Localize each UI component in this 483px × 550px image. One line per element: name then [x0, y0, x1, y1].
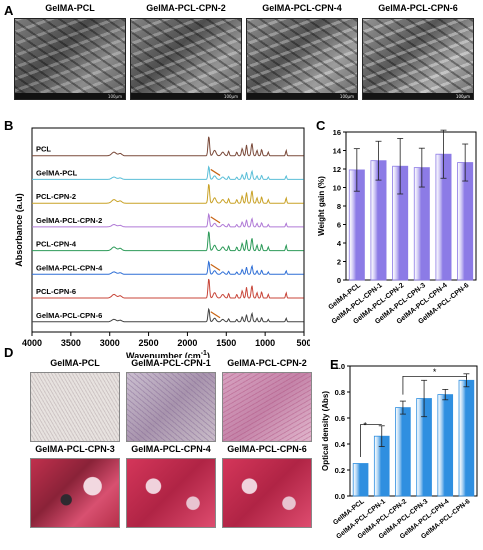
spectrum-label: GelMA-PCL-CPN-4 [36, 263, 103, 272]
spectrum-line [32, 231, 304, 252]
spectrum-line [32, 184, 304, 204]
stain-image [30, 458, 120, 528]
stain-image [222, 372, 312, 442]
y-tick-label: 16 [333, 128, 341, 137]
sem-info-bar: 100µm [131, 93, 241, 99]
spectrum-line [32, 212, 304, 228]
y-tick-label: 4 [337, 239, 342, 248]
stain-image-title: GelMA-PCL-CPN-2 [227, 358, 307, 368]
stain-image [222, 458, 312, 528]
y-tick-label: 12 [333, 165, 341, 174]
y-tick-label: 1.0 [335, 362, 345, 371]
bar [395, 407, 411, 497]
y-tick-label: 0.2 [335, 466, 345, 475]
y-tick-label: 0.6 [335, 414, 345, 423]
spectrum-label: GelMA-PCL [36, 168, 78, 177]
sem-image-title: GelMA-PCL-CPN-6 [378, 3, 458, 13]
x-tick-label: 2500 [139, 338, 159, 348]
stain-image-title: GelMA-PCL [50, 358, 100, 368]
y-axis-label: Weight gain (%) [317, 176, 326, 236]
y-tick-label: 0 [337, 276, 341, 285]
sem-image: 100µm [130, 18, 242, 100]
stain-image [126, 372, 216, 442]
scale-bar-label: 100µm [107, 94, 122, 99]
y-tick-label: 2 [337, 258, 341, 267]
y-tick-label: 0.4 [335, 440, 346, 449]
scale-bar-label: 100µm [339, 94, 354, 99]
y-tick-label: 14 [333, 147, 342, 156]
peak-arrow [210, 216, 221, 224]
panel-e-label: E [330, 357, 339, 372]
sem-image: 100µm [14, 18, 126, 100]
y-tick-label: 8 [337, 202, 341, 211]
panel-b-label: B [4, 118, 14, 133]
stain-image [126, 458, 216, 528]
spectrum-label: GelMA-PCL-CPN-6 [36, 311, 102, 320]
panel-c-label: C [316, 118, 326, 133]
significance-bracket [402, 376, 467, 395]
scale-bar-label: 100µm [223, 94, 238, 99]
sem-image-title: GelMA-PCL-CPN-4 [262, 3, 342, 13]
stain-image-title: GelMA-PCL-CPN-4 [131, 444, 211, 454]
panel-a-label: A [4, 3, 14, 18]
bar [458, 379, 475, 497]
sem-image: 100µm [362, 18, 474, 100]
spectrum-line [32, 260, 304, 275]
peak-arrow [210, 263, 221, 271]
x-tick-label: 2000 [177, 338, 197, 348]
x-tick-label: 3500 [61, 338, 81, 348]
stain-image-title: GelMA-PCL-CPN-3 [35, 444, 115, 454]
sem-info-bar: 100µm [247, 93, 357, 99]
spectrum-label: PCL [36, 145, 51, 154]
spectrum-line [32, 307, 304, 323]
spectrum-label: GelMA-PCL-CPN-2 [36, 216, 102, 225]
plot-frame [349, 365, 478, 497]
y-tick-label: 0.0 [335, 492, 345, 501]
spectrum-line [32, 136, 304, 157]
spectrum-label: PCL-CPN-6 [36, 287, 76, 296]
x-tick-label: 1500 [216, 338, 236, 348]
sem-info-bar: 100µm [15, 93, 125, 99]
stain-image-title: GelMA-PCL-CPN-1 [131, 358, 211, 368]
sem-info-bar: 100µm [363, 93, 473, 99]
spectrum-line [32, 165, 304, 180]
x-axis-label-main: Wavenumber (cm [126, 351, 201, 358]
spectrum-label: PCL-CPN-4 [36, 240, 77, 249]
x-tick-label: 3000 [100, 338, 120, 348]
panel-d-label: D [4, 345, 14, 360]
stain-image-title: GelMA-PCL-CPN-6 [227, 444, 307, 454]
scale-bar-label: 100µm [455, 94, 470, 99]
x-axis-label-sup: -1 [201, 350, 207, 357]
x-tick-label: 500 [296, 338, 310, 348]
significance-label: * [363, 420, 367, 430]
ftir-spectra-chart: 4000 3500 3000 2500 2000 1500 1000 500 Wavenumbe… [14, 127, 310, 358]
spectrum-label: PCL-CPN-2 [36, 192, 76, 201]
y-tick-label: 6 [337, 221, 341, 230]
x-axis-label: Wavenumber (cm-1) [126, 350, 210, 358]
sem-image: 100µm [246, 18, 358, 100]
plot-frame [31, 127, 305, 333]
y-tick-label: 0.8 [335, 388, 345, 397]
y-axis-label: Absorbance (a.u) [14, 193, 24, 267]
spectrum-line [32, 278, 304, 299]
peak-arrow [210, 311, 221, 319]
x-tick-label: 4000 [22, 338, 42, 348]
bar [437, 394, 454, 497]
y-axis-label: Optical density (Abs) [321, 391, 330, 471]
peak-arrow [210, 168, 221, 176]
stain-image [30, 372, 120, 442]
bar [352, 463, 369, 497]
significance-label: * [433, 367, 437, 377]
x-axis-label-end: ) [207, 351, 210, 358]
plot-frame [345, 131, 477, 281]
x-tick-label: 1000 [255, 338, 275, 348]
y-tick-label: 10 [333, 184, 341, 193]
sem-image-title: GelMA-PCL [45, 3, 95, 13]
sem-image-title: GelMA-PCL-CPN-2 [146, 3, 226, 13]
significance-bracket [360, 424, 382, 457]
